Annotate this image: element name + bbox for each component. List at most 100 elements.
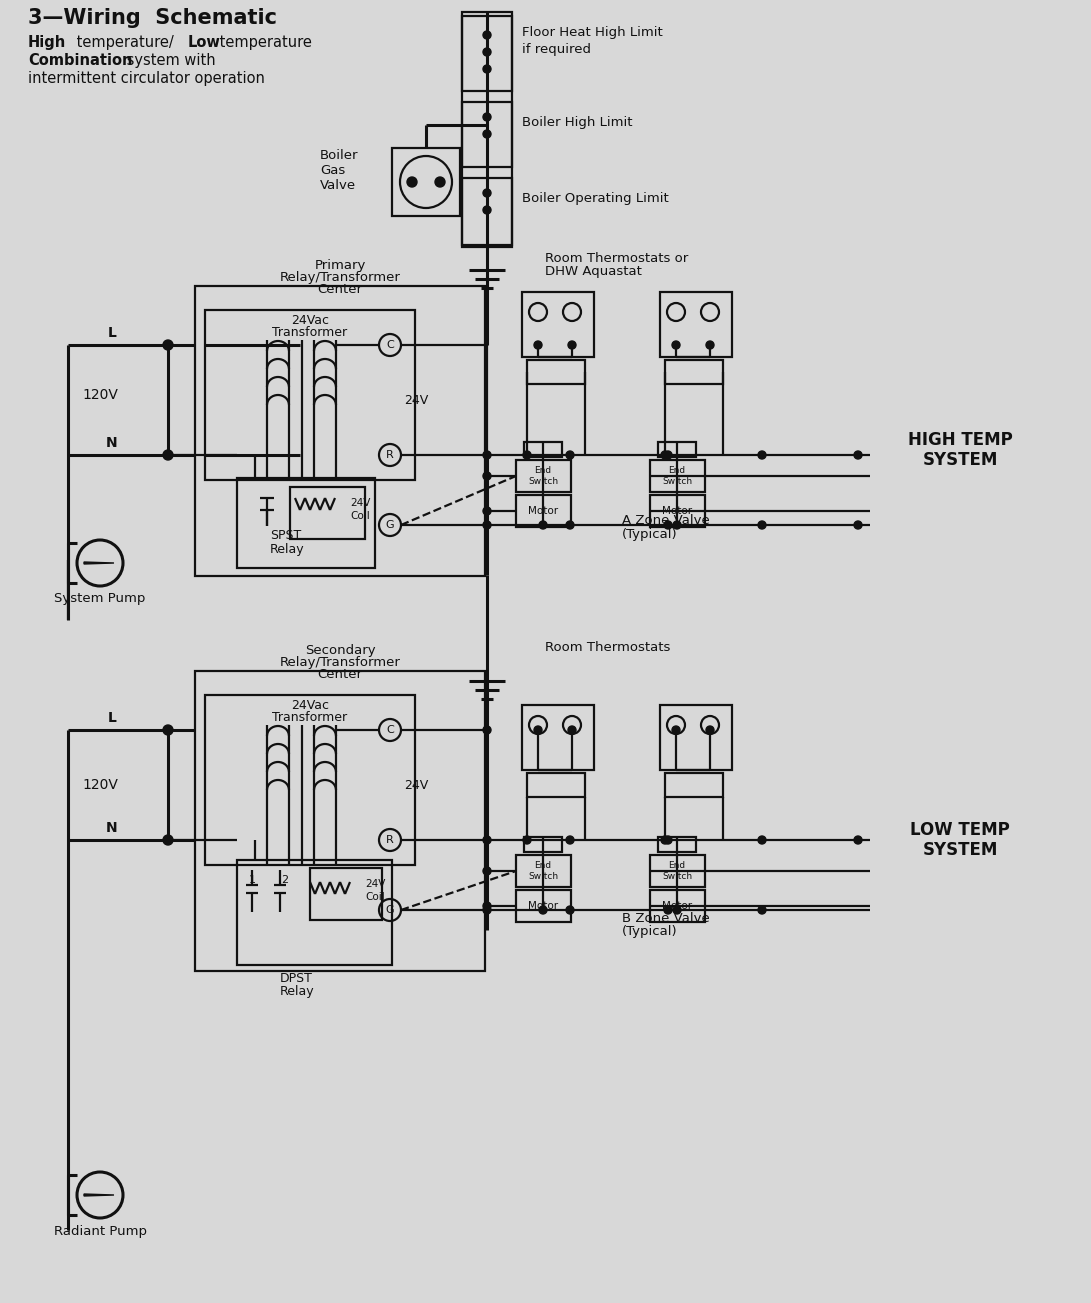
Text: Relay: Relay [280, 985, 314, 998]
Text: Gas: Gas [320, 163, 345, 176]
Circle shape [568, 341, 576, 349]
Circle shape [523, 451, 531, 459]
Circle shape [483, 906, 491, 913]
Circle shape [758, 451, 766, 459]
Bar [461, 102, 512, 167]
Text: Primary: Primary [314, 258, 365, 271]
Bar [527, 360, 585, 384]
Bar [666, 773, 723, 797]
Text: Motor: Motor [528, 900, 559, 911]
Text: Valve: Valve [320, 179, 356, 192]
Bar [205, 694, 415, 865]
Bar [392, 149, 460, 216]
Bar [516, 890, 571, 923]
Text: G: G [386, 906, 394, 915]
Text: (Typical): (Typical) [622, 528, 678, 541]
Text: 24V: 24V [404, 394, 429, 407]
Circle shape [568, 726, 576, 734]
Text: if required: if required [521, 43, 591, 56]
Text: Relay: Relay [269, 542, 304, 555]
Bar [650, 460, 705, 493]
Text: intermittent circulator operation: intermittent circulator operation [28, 70, 265, 86]
Text: Transformer: Transformer [273, 326, 348, 339]
Circle shape [672, 341, 680, 349]
Circle shape [163, 835, 173, 846]
Bar [650, 855, 705, 887]
Circle shape [483, 113, 491, 121]
Text: High: High [28, 34, 67, 50]
Circle shape [566, 451, 574, 459]
Text: DHW Aquastat: DHW Aquastat [546, 265, 642, 278]
Text: SPST: SPST [269, 529, 301, 542]
Bar [658, 837, 696, 852]
Bar [290, 487, 365, 539]
Text: Center: Center [317, 283, 362, 296]
Bar [666, 360, 723, 384]
Circle shape [539, 521, 547, 529]
Circle shape [566, 521, 574, 529]
Text: Coil: Coil [350, 511, 370, 521]
Text: R: R [386, 835, 394, 846]
Circle shape [854, 451, 862, 459]
Text: 24V: 24V [365, 880, 385, 889]
Text: End
Switch: End Switch [528, 861, 559, 881]
Text: Room Thermostats or: Room Thermostats or [546, 251, 688, 265]
Text: Transformer: Transformer [273, 710, 348, 723]
Bar [516, 495, 571, 526]
Circle shape [483, 507, 491, 515]
Text: HIGH TEMP
SYSTEM: HIGH TEMP SYSTEM [908, 430, 1012, 469]
Circle shape [758, 837, 766, 844]
Circle shape [483, 902, 491, 909]
Bar [205, 310, 415, 480]
Text: N: N [106, 821, 118, 835]
Circle shape [533, 726, 542, 734]
Circle shape [758, 521, 766, 529]
Text: Motor: Motor [528, 506, 559, 516]
Bar [658, 442, 696, 457]
Text: Boiler: Boiler [320, 149, 359, 162]
Circle shape [163, 724, 173, 735]
Text: temperature: temperature [215, 34, 312, 50]
Text: G: G [386, 520, 394, 530]
Bar [237, 860, 392, 966]
Text: 24V: 24V [404, 778, 429, 791]
Text: C: C [386, 340, 394, 351]
Text: C: C [386, 724, 394, 735]
Text: DPST: DPST [280, 972, 313, 985]
Text: Floor Heat High Limit: Floor Heat High Limit [521, 26, 662, 39]
Text: Motor: Motor [662, 506, 692, 516]
Bar [521, 292, 594, 357]
Circle shape [706, 726, 714, 734]
Bar [516, 855, 571, 887]
Bar [650, 495, 705, 526]
Text: 24Vac: 24Vac [291, 698, 329, 711]
Text: 120V: 120V [82, 388, 118, 403]
Polygon shape [84, 1194, 113, 1196]
Bar [650, 890, 705, 923]
Text: B Zone Valve: B Zone Valve [622, 912, 710, 925]
Text: Room Thermostats: Room Thermostats [546, 641, 670, 654]
Text: 2: 2 [281, 876, 288, 885]
Text: (Typical): (Typical) [622, 925, 678, 938]
Text: 1: 1 [249, 876, 255, 885]
Circle shape [854, 521, 862, 529]
Circle shape [664, 837, 672, 844]
Circle shape [483, 48, 491, 56]
Text: Boiler High Limit: Boiler High Limit [521, 116, 633, 129]
Bar [524, 442, 562, 457]
Bar [310, 868, 382, 920]
Text: Boiler Operating Limit: Boiler Operating Limit [521, 192, 669, 205]
Circle shape [483, 130, 491, 138]
Circle shape [483, 65, 491, 73]
Circle shape [483, 206, 491, 214]
Text: End
Switch: End Switch [528, 466, 559, 486]
Circle shape [758, 906, 766, 913]
Text: L: L [108, 326, 117, 340]
Circle shape [854, 837, 862, 844]
Circle shape [483, 837, 491, 844]
Text: Combination: Combination [28, 52, 132, 68]
Text: L: L [108, 711, 117, 724]
Text: End
Switch: End Switch [662, 466, 692, 486]
Text: A Zone Valve: A Zone Valve [622, 513, 710, 526]
Bar [461, 12, 512, 248]
